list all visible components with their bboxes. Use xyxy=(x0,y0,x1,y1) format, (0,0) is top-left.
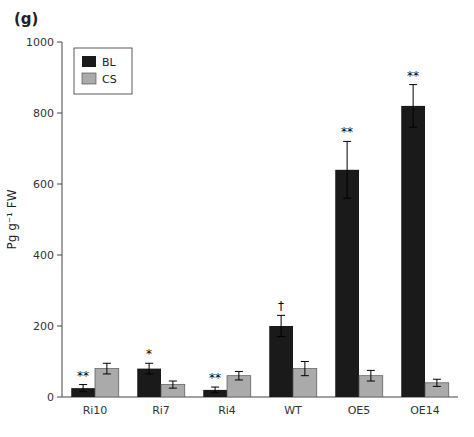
error-bar-line xyxy=(215,387,216,393)
error-bar-line xyxy=(106,363,107,374)
error-bar-cap xyxy=(343,141,351,142)
bar xyxy=(335,170,359,397)
y-tick xyxy=(57,326,62,327)
error-bar-cap xyxy=(409,127,417,128)
y-tick-label: 600 xyxy=(33,178,54,191)
y-tick xyxy=(57,184,62,185)
error-bar-line xyxy=(281,315,282,336)
x-tick-label: OE5 xyxy=(348,404,371,417)
significance-label: ** xyxy=(209,371,221,385)
error-bar xyxy=(277,315,285,336)
bar xyxy=(401,106,425,397)
error-bar-cap xyxy=(433,379,441,380)
error-bar xyxy=(235,371,243,380)
error-bar-cap xyxy=(367,381,375,382)
error-bar-cap xyxy=(79,384,87,385)
error-bar-cap xyxy=(301,375,309,376)
error-bar xyxy=(301,362,309,376)
error-bar-cap xyxy=(367,370,375,371)
bar xyxy=(269,326,293,397)
legend-swatch xyxy=(82,56,96,67)
error-bar xyxy=(409,85,417,128)
y-tick xyxy=(57,42,62,43)
x-tick-label: WT xyxy=(284,404,302,417)
y-tick xyxy=(57,397,62,398)
significance-label: ** xyxy=(407,69,419,83)
significance-label: * xyxy=(146,347,152,361)
significance-label: ** xyxy=(77,369,89,383)
x-tick-label: Ri4 xyxy=(218,404,236,417)
chart-svg: (g) 0 200 400 600 800 1000 Pg g⁻¹ FW Ri10 Ri7 Ri4 W… xyxy=(0,0,474,437)
y-tick-label: 200 xyxy=(33,320,54,333)
error-bar-cap xyxy=(211,392,219,393)
chart-container: (g) 0 200 400 600 800 1000 Pg g⁻¹ FW Ri10 Ri7 Ri4 W… xyxy=(0,0,474,437)
y-tick-label: 1000 xyxy=(26,36,54,49)
error-bar-cap xyxy=(235,371,243,372)
legend: BL CS xyxy=(74,48,132,94)
significance-label: † xyxy=(278,299,284,313)
error-bar xyxy=(343,141,351,198)
y-axis: 0 200 400 600 800 1000 xyxy=(26,36,458,404)
error-bar xyxy=(367,370,375,381)
annotations: *****†**** xyxy=(77,69,419,385)
error-bar-line xyxy=(413,85,414,128)
error-bar-line xyxy=(172,381,173,388)
error-bar-cap xyxy=(433,386,441,387)
y-tick-label: 400 xyxy=(33,249,54,262)
y-tick-label: 800 xyxy=(33,107,54,120)
title: (g) xyxy=(14,10,38,28)
significance-label: ** xyxy=(341,125,353,139)
error-bar-line xyxy=(238,371,239,380)
error-bar-cap xyxy=(409,84,417,85)
error-bar-cap xyxy=(301,361,309,362)
legend-label: CS xyxy=(102,73,117,86)
error-bar-line xyxy=(83,385,84,392)
error-bar-line xyxy=(347,141,348,198)
x-tick-label: Ri7 xyxy=(152,404,170,417)
error-bar-line xyxy=(304,362,305,376)
error-bar-cap xyxy=(211,387,219,388)
error-bar-line xyxy=(370,370,371,381)
error-bar-line xyxy=(436,379,437,386)
error-bar xyxy=(433,379,441,386)
error-bar-cap xyxy=(145,373,153,374)
error-bar-cap xyxy=(169,388,177,389)
error-bar xyxy=(169,381,177,388)
error-bar-cap xyxy=(103,373,111,374)
legend-frame xyxy=(74,48,132,94)
error-bar-line xyxy=(149,363,150,374)
error-bar-cap xyxy=(169,381,177,382)
x-tick-label: Ri10 xyxy=(83,404,108,417)
y-tick xyxy=(57,113,62,114)
error-bar-cap xyxy=(145,363,153,364)
error-bar-cap xyxy=(103,363,111,364)
legend-swatch xyxy=(82,73,96,84)
error-bar-cap xyxy=(79,391,87,392)
error-bar-cap xyxy=(343,198,351,199)
y-tick xyxy=(57,255,62,256)
error-bar-cap xyxy=(235,379,243,380)
y-axis-label: Pg g⁻¹ FW xyxy=(5,189,19,249)
error-bar-cap xyxy=(277,336,285,337)
error-bar xyxy=(103,363,111,374)
x-axis-line xyxy=(62,397,458,398)
error-bar xyxy=(79,385,87,392)
error-bar xyxy=(211,387,219,393)
error-bar xyxy=(145,363,153,374)
bars xyxy=(71,85,449,397)
error-bar-cap xyxy=(277,315,285,316)
legend-label: BL xyxy=(102,56,117,69)
x-tick-label: OE14 xyxy=(410,404,440,417)
y-axis-line xyxy=(62,42,63,397)
y-tick-label: 0 xyxy=(47,391,54,404)
